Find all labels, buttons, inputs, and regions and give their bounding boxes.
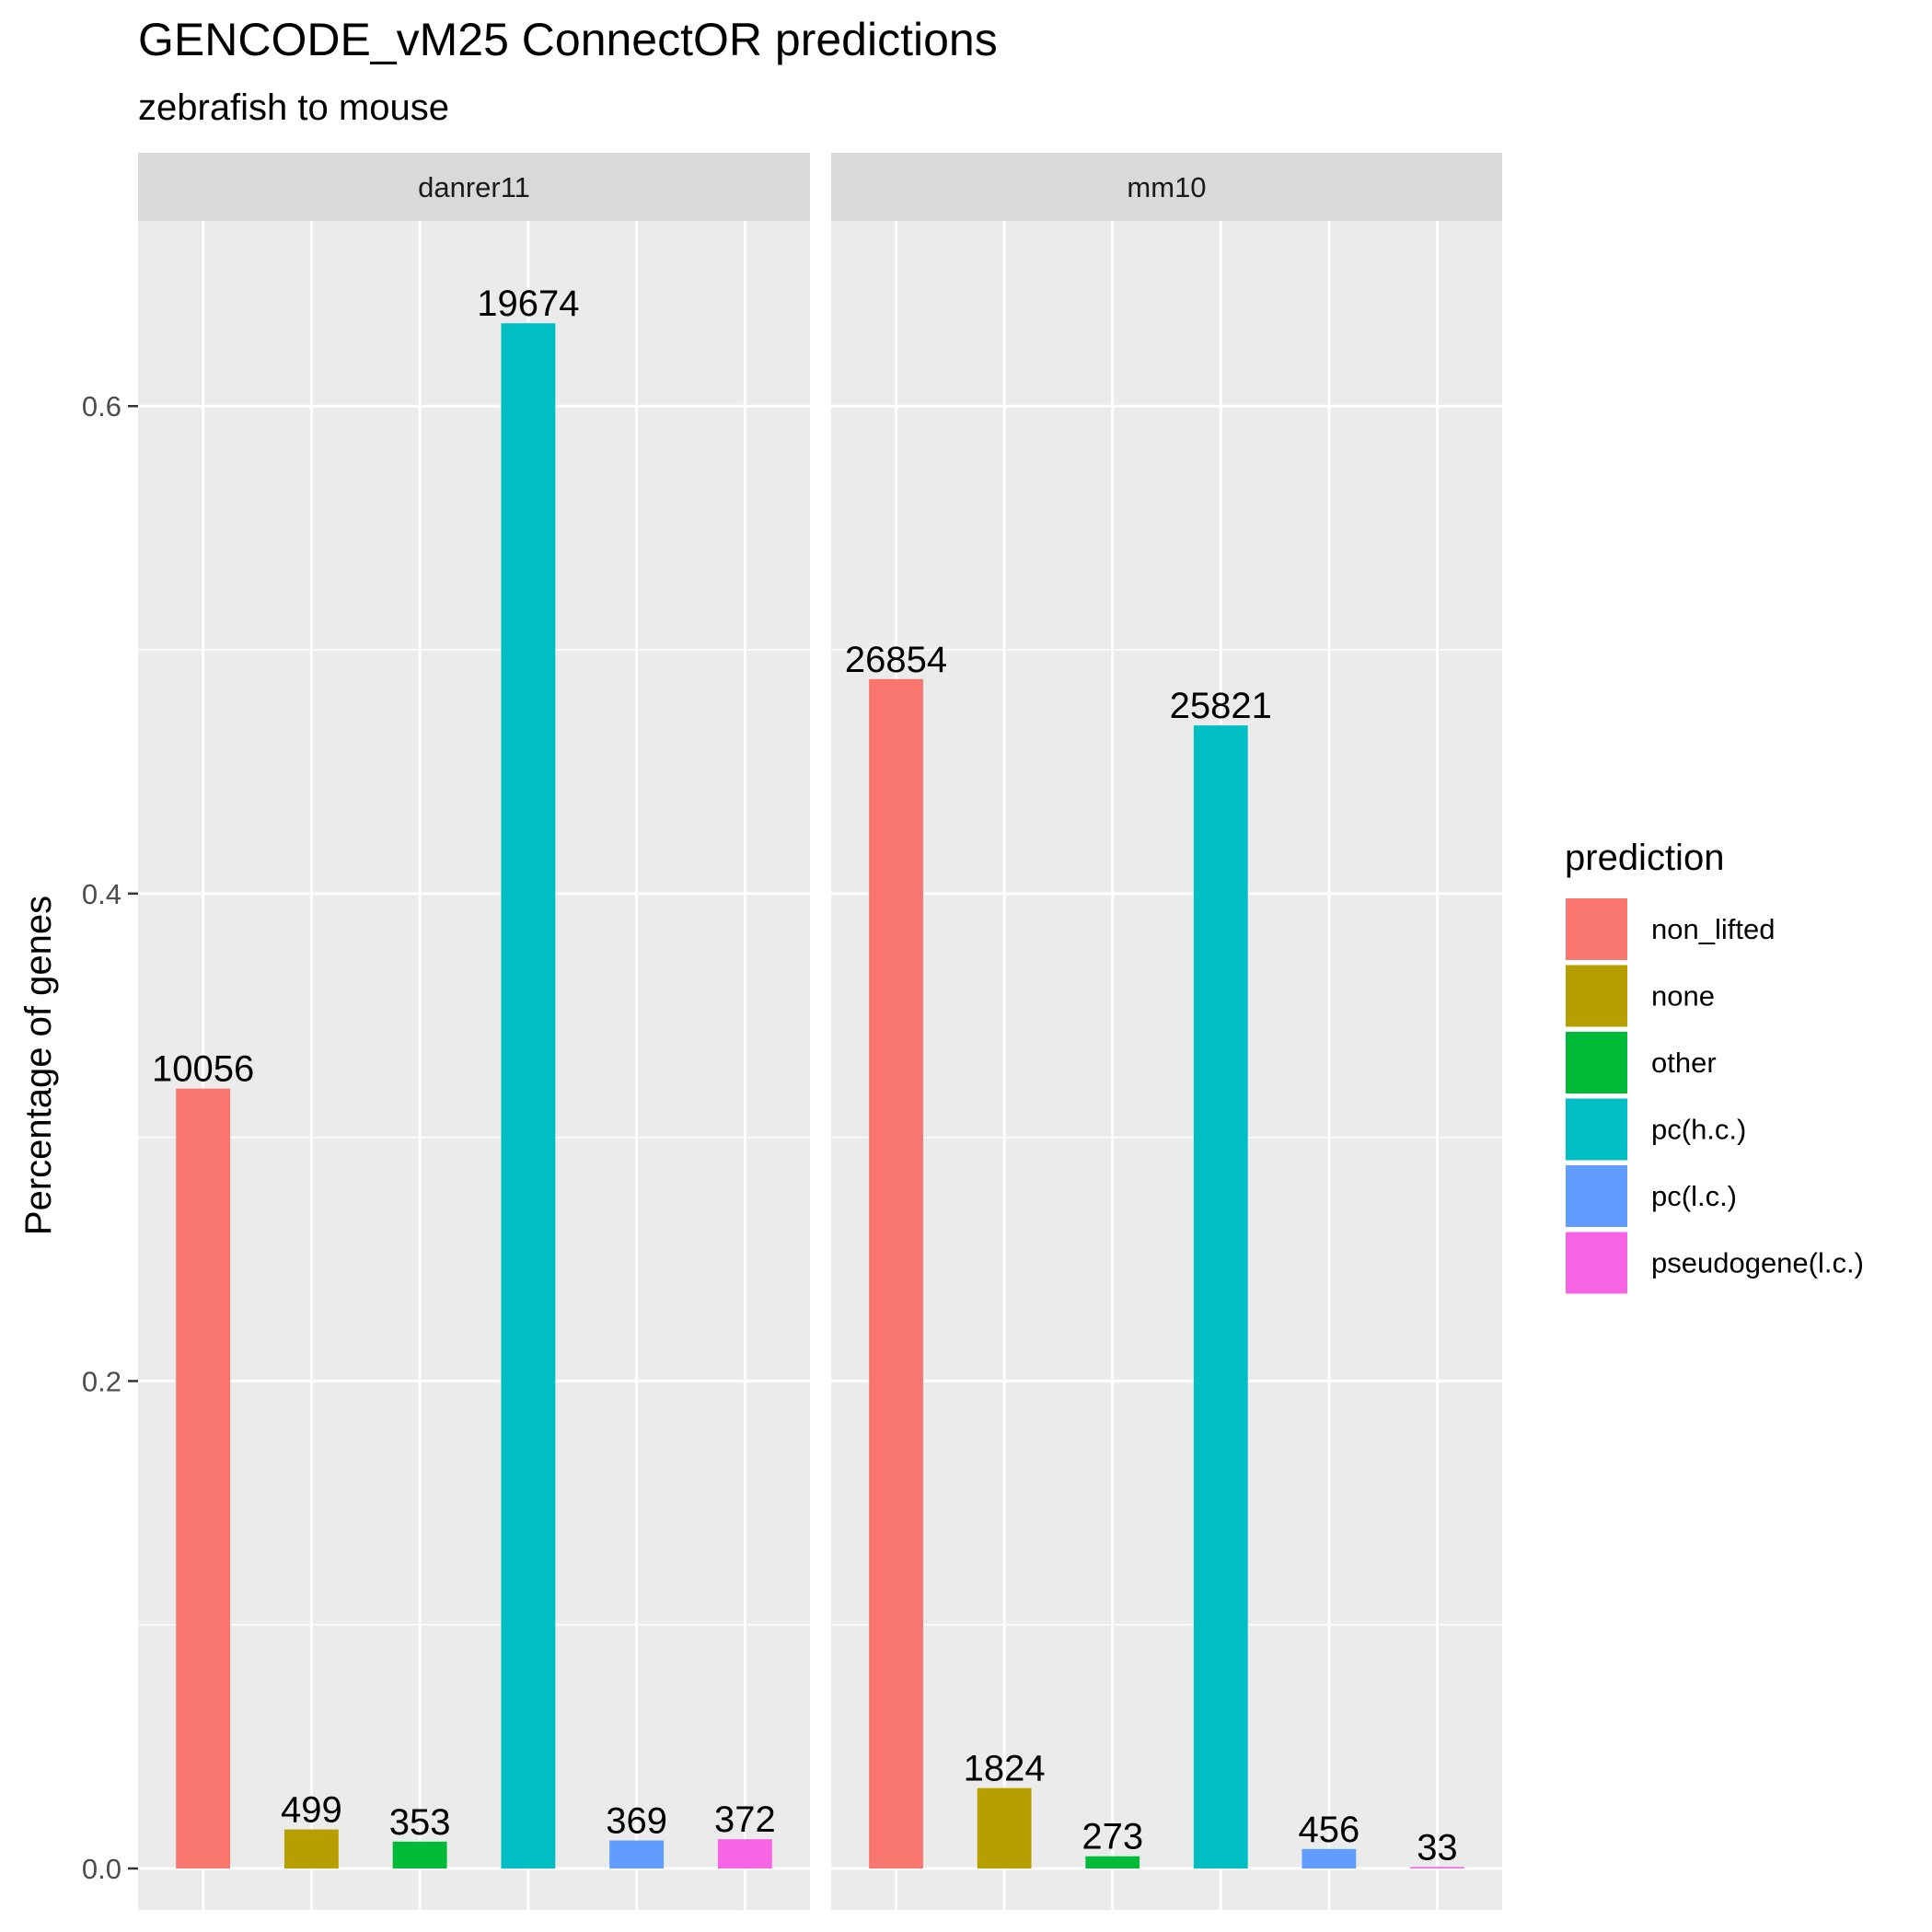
y-tick-label: 0.0	[82, 1853, 121, 1885]
bar-value-label: 1824	[964, 1749, 1046, 1789]
legend-key-pc(l.c.)	[1566, 1165, 1627, 1227]
bar-value-label: 10056	[152, 1049, 254, 1090]
legend-entry-label: pseudogene(l.c.)	[1651, 1247, 1864, 1279]
y-tick-label: 0.2	[82, 1365, 121, 1397]
bar-value-label: 499	[281, 1790, 342, 1831]
bar-mm10-non_lifted	[869, 678, 923, 1868]
facet-strip-label: danrer11	[418, 171, 530, 203]
bar-value-label: 25821	[1170, 686, 1272, 726]
bar-danrer11-non_lifted	[176, 1088, 231, 1868]
bar-mm10-none	[977, 1787, 1032, 1868]
bar-danrer11-pc(h.c.)	[501, 323, 556, 1868]
legend-entry-label: pc(l.c.)	[1651, 1180, 1737, 1212]
bar-value-label: 19674	[477, 283, 579, 324]
panel-background	[138, 221, 810, 1910]
bar-mm10-other	[1085, 1856, 1140, 1868]
y-axis-label: Percentage of genes	[18, 896, 59, 1235]
bar-danrer11-other	[392, 1841, 447, 1868]
chart-title: GENCODE_vM25 ConnectOR predictions	[138, 14, 998, 65]
bar-value-label: 273	[1082, 1817, 1143, 1857]
facet-strip-mm10	[831, 153, 1502, 221]
legend-key-other	[1566, 1032, 1627, 1093]
bar-value-label: 369	[606, 1801, 667, 1842]
bar-value-label: 372	[714, 1799, 776, 1840]
legend-key-non_lifted	[1566, 898, 1627, 960]
bar-value-label: 33	[1417, 1827, 1458, 1868]
y-tick-label: 0.6	[82, 390, 121, 422]
legend-title: prediction	[1565, 838, 1724, 878]
chart-subtitle: zebrafish to mouse	[138, 87, 449, 128]
bar-value-label: 353	[389, 1802, 451, 1843]
bar-value-label: 26854	[845, 640, 947, 680]
legend-entry-label: non_lifted	[1651, 913, 1775, 945]
bar-mm10-pseudogene(l.c.)	[1410, 1867, 1464, 1868]
panel-background	[831, 221, 1502, 1910]
bar-mm10-pc(l.c.)	[1301, 1848, 1357, 1868]
bar-mm10-pc(h.c.)	[1193, 725, 1248, 1868]
legend-entry-label: other	[1651, 1047, 1717, 1079]
legend-key-none	[1566, 965, 1627, 1027]
y-tick-label: 0.4	[82, 878, 121, 910]
facet-strip-danrer11	[138, 153, 810, 221]
legend-entry-label: pc(h.c.)	[1651, 1114, 1746, 1146]
legend-entry-label: none	[1651, 980, 1715, 1012]
bar-danrer11-pc(l.c.)	[609, 1840, 665, 1868]
legend-key-pc(h.c.)	[1566, 1098, 1627, 1161]
bar-value-label: 456	[1298, 1810, 1359, 1850]
facet-strip-label: mm10	[1127, 171, 1206, 203]
bar-danrer11-pseudogene(l.c.)	[717, 1839, 772, 1868]
bar-danrer11-none	[283, 1829, 339, 1868]
legend-key-pseudogene(l.c.)	[1566, 1232, 1627, 1294]
